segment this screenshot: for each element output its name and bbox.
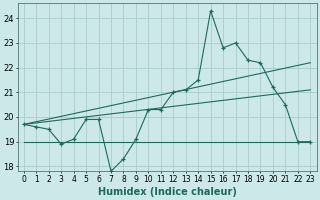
X-axis label: Humidex (Indice chaleur): Humidex (Indice chaleur): [98, 187, 236, 197]
